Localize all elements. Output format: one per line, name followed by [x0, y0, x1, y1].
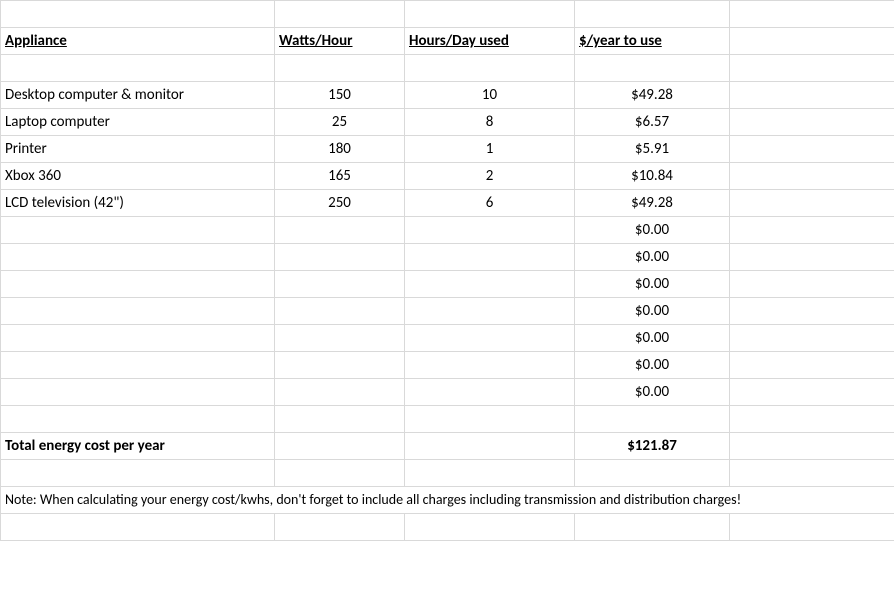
cell-appliance[interactable]: Printer	[1, 136, 275, 163]
cell-appliance[interactable]	[1, 244, 275, 271]
table-row: $0.00	[1, 379, 894, 406]
table-row	[1, 1, 894, 28]
col-header-hours[interactable]: Hours/Day used	[405, 28, 575, 55]
empty-cell[interactable]	[730, 136, 894, 163]
empty-cell[interactable]	[730, 325, 894, 352]
empty-cell[interactable]	[730, 28, 894, 55]
cell-watts[interactable]	[275, 217, 405, 244]
cell-appliance[interactable]	[1, 217, 275, 244]
cell-watts[interactable]	[275, 271, 405, 298]
empty-cell[interactable]	[730, 352, 894, 379]
cell-appliance[interactable]: Xbox 360	[1, 163, 275, 190]
table-header-row: Appliance Watts/Hour Hours/Day used $/ye…	[1, 28, 894, 55]
empty-cell[interactable]	[730, 433, 894, 460]
total-value[interactable]: $121.87	[575, 433, 730, 460]
cell-cost[interactable]: $0.00	[575, 352, 730, 379]
cell-appliance[interactable]: Laptop computer	[1, 109, 275, 136]
cell-cost[interactable]: $49.28	[575, 190, 730, 217]
table-row: $0.00	[1, 298, 894, 325]
cell-hours[interactable]	[405, 379, 575, 406]
cell-hours[interactable]: 2	[405, 163, 575, 190]
cell-hours[interactable]	[405, 325, 575, 352]
cell-watts[interactable]	[275, 298, 405, 325]
cell-cost[interactable]: $0.00	[575, 298, 730, 325]
cell-watts[interactable]	[275, 379, 405, 406]
table-row: $0.00	[1, 244, 894, 271]
spreadsheet-sheet: Appliance Watts/Hour Hours/Day used $/ye…	[0, 0, 894, 597]
cell-hours[interactable]	[405, 271, 575, 298]
empty-cell[interactable]	[730, 217, 894, 244]
table-row: Laptop computer 25 8 $6.57	[1, 109, 894, 136]
note-text[interactable]: Note: When calculating your energy cost/…	[1, 487, 894, 514]
cell-cost[interactable]: $6.57	[575, 109, 730, 136]
cell-watts[interactable]: 150	[275, 82, 405, 109]
cell-hours[interactable]	[405, 352, 575, 379]
cell-appliance[interactable]: LCD television (42")	[1, 190, 275, 217]
cell-hours[interactable]	[405, 217, 575, 244]
cell-appliance[interactable]: Desktop computer & monitor	[1, 82, 275, 109]
cell-cost[interactable]: $0.00	[575, 271, 730, 298]
cell-watts[interactable]: 25	[275, 109, 405, 136]
table-row: Desktop computer & monitor 150 10 $49.28	[1, 82, 894, 109]
cell-hours[interactable]: 10	[405, 82, 575, 109]
table-row	[1, 406, 894, 433]
col-header-appliance[interactable]: Appliance	[1, 28, 275, 55]
cell-watts[interactable]: 250	[275, 190, 405, 217]
cell-watts[interactable]: 180	[275, 136, 405, 163]
cell-watts[interactable]	[275, 244, 405, 271]
col-header-cost[interactable]: $/year to use	[575, 28, 730, 55]
empty-cell[interactable]	[730, 298, 894, 325]
table-row: $0.00	[1, 217, 894, 244]
cell-appliance[interactable]	[1, 379, 275, 406]
cell-cost[interactable]: $0.00	[575, 379, 730, 406]
cell-watts[interactable]: 165	[275, 163, 405, 190]
cell-appliance[interactable]	[1, 271, 275, 298]
table-row: $0.00	[1, 271, 894, 298]
empty-cell[interactable]	[730, 190, 894, 217]
table-row: $0.00	[1, 352, 894, 379]
table-row	[1, 460, 894, 487]
cell-cost[interactable]: $5.91	[575, 136, 730, 163]
cell-watts[interactable]	[275, 325, 405, 352]
cell-hours[interactable]	[405, 298, 575, 325]
cell-hours[interactable]	[405, 244, 575, 271]
energy-cost-table: Appliance Watts/Hour Hours/Day used $/ye…	[0, 0, 894, 541]
total-label[interactable]: Total energy cost per year	[1, 433, 275, 460]
cell-appliance[interactable]	[1, 325, 275, 352]
cell-cost[interactable]: $0.00	[575, 244, 730, 271]
table-row: Printer 180 1 $5.91	[1, 136, 894, 163]
table-row: LCD television (42") 250 6 $49.28	[1, 190, 894, 217]
cell-cost[interactable]: $10.84	[575, 163, 730, 190]
empty-cell[interactable]	[405, 433, 575, 460]
table-row: Xbox 360 165 2 $10.84	[1, 163, 894, 190]
cell-appliance[interactable]	[1, 298, 275, 325]
empty-cell[interactable]	[730, 271, 894, 298]
table-row	[1, 514, 894, 541]
empty-cell[interactable]	[730, 82, 894, 109]
cell-hours[interactable]: 8	[405, 109, 575, 136]
empty-cell[interactable]	[730, 379, 894, 406]
cell-hours[interactable]: 1	[405, 136, 575, 163]
empty-cell[interactable]	[730, 244, 894, 271]
cell-cost[interactable]: $49.28	[575, 82, 730, 109]
empty-cell[interactable]	[730, 163, 894, 190]
note-row: Note: When calculating your energy cost/…	[1, 487, 894, 514]
table-row: $0.00	[1, 325, 894, 352]
cell-cost[interactable]: $0.00	[575, 217, 730, 244]
cell-hours[interactable]: 6	[405, 190, 575, 217]
empty-cell[interactable]	[275, 433, 405, 460]
empty-cell[interactable]	[730, 109, 894, 136]
cell-appliance[interactable]	[1, 352, 275, 379]
col-header-watts[interactable]: Watts/Hour	[275, 28, 405, 55]
cell-watts[interactable]	[275, 352, 405, 379]
cell-cost[interactable]: $0.00	[575, 325, 730, 352]
total-row: Total energy cost per year $121.87	[1, 433, 894, 460]
table-row	[1, 55, 894, 82]
